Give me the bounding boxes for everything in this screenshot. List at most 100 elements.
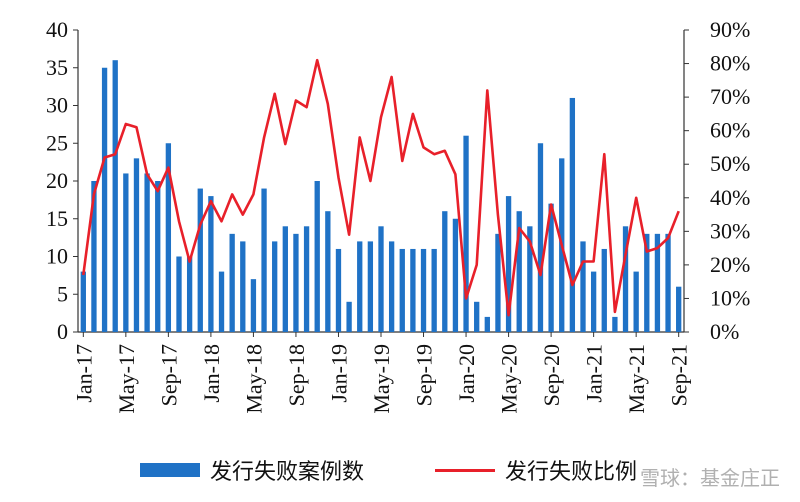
bar-Apr-20 bbox=[495, 233, 501, 332]
bar-Feb-21 bbox=[601, 248, 607, 332]
bar-Dec-19 bbox=[452, 218, 459, 332]
right-tick-label: 10% bbox=[710, 285, 750, 310]
bar-Sep-18 bbox=[293, 233, 299, 332]
right-tick-label: 40% bbox=[710, 185, 750, 210]
bar-Oct-18 bbox=[303, 226, 310, 332]
bars bbox=[80, 60, 682, 332]
bar-Jul-19 bbox=[399, 248, 405, 332]
x-tick-label: May-17 bbox=[114, 344, 139, 414]
left-tick-label: 5 bbox=[57, 281, 68, 306]
right-tick-label: 0% bbox=[710, 319, 739, 344]
x-tick-label: Sep-21 bbox=[667, 344, 692, 406]
bar-May-18 bbox=[250, 279, 257, 332]
line-series bbox=[82, 58, 680, 317]
bar-Jun-18 bbox=[261, 188, 267, 332]
bar-Sep-17 bbox=[165, 143, 172, 332]
left-tick-label: 30 bbox=[46, 93, 68, 118]
bar-Jun-21 bbox=[644, 233, 650, 332]
bar-Jul-18 bbox=[272, 241, 278, 332]
bar-Sep-20 bbox=[548, 203, 554, 332]
bar-Apr-18 bbox=[240, 241, 246, 332]
bar-May-21 bbox=[633, 271, 639, 332]
bar-Aug-19 bbox=[410, 248, 416, 332]
tick-labels: 0 5 10 15 20 25 30 35 40 0% 10% 20% 30% 40% 50% 60% 70% 8… bbox=[46, 17, 750, 414]
x-tick-label: Jan-20 bbox=[454, 344, 479, 403]
bar-Feb-19 bbox=[346, 301, 352, 332]
bar-Mar-17 bbox=[101, 67, 108, 332]
bar-Jan-18 bbox=[208, 196, 214, 332]
bar-Aug-17 bbox=[155, 181, 161, 332]
legend-item-line: 发行失败比例 bbox=[435, 454, 637, 486]
bar-Feb-17 bbox=[91, 181, 97, 332]
x-tick-label: Jan-18 bbox=[199, 344, 224, 403]
bar-Jul-21 bbox=[654, 233, 661, 332]
x-tick-label: Jan-21 bbox=[582, 344, 607, 403]
legend: 发行失败案例数 发行失败比例 bbox=[0, 450, 800, 490]
bar-Apr-21 bbox=[622, 226, 629, 332]
watermark: 雪球：基金庄正 bbox=[640, 466, 780, 490]
left-tick-label: 15 bbox=[46, 206, 68, 231]
bar-Mar-19 bbox=[357, 241, 363, 332]
bar-Dec-17 bbox=[197, 188, 203, 332]
bar-Jun-20 bbox=[516, 211, 522, 332]
bar-Feb-20 bbox=[474, 301, 480, 332]
bar-Oct-19 bbox=[431, 248, 437, 332]
x-tick-label: Jan-17 bbox=[71, 344, 96, 403]
right-tick-label: 90% bbox=[710, 17, 750, 42]
bar-Oct-17 bbox=[176, 256, 182, 332]
ratio-line bbox=[82, 58, 680, 317]
bar-Apr-17 bbox=[112, 60, 118, 332]
right-tick-label: 50% bbox=[710, 151, 750, 176]
legend-bar-swatch bbox=[140, 463, 200, 477]
bar-May-20 bbox=[505, 196, 512, 332]
bar-May-19 bbox=[378, 226, 384, 332]
bar-Aug-21 bbox=[665, 233, 671, 332]
left-tick-label: 10 bbox=[46, 244, 68, 269]
bar-Sep-21 bbox=[676, 286, 682, 332]
x-tick-label: May-20 bbox=[497, 344, 522, 414]
bar-Jul-20 bbox=[527, 226, 533, 332]
x-tick-label: May-19 bbox=[369, 344, 394, 414]
x-tick-label: Sep-17 bbox=[156, 344, 181, 406]
bar-Jun-17 bbox=[133, 158, 140, 332]
x-tick-label: Sep-19 bbox=[412, 344, 437, 406]
bar-Mar-21 bbox=[612, 316, 618, 332]
bar-Nov-20 bbox=[569, 97, 576, 332]
bar-Mar-18 bbox=[229, 233, 235, 332]
legend-bar-label: 发行失败案例数 bbox=[210, 460, 365, 485]
bar-Aug-20 bbox=[537, 143, 544, 332]
bar-Jan-20 bbox=[463, 135, 469, 332]
right-tick-label: 60% bbox=[710, 118, 750, 143]
bar-Nov-18 bbox=[314, 181, 320, 332]
bar-Dec-20 bbox=[580, 241, 586, 332]
bar-Dec-18 bbox=[325, 211, 331, 332]
right-tick-label: 70% bbox=[710, 84, 750, 109]
bar-Jan-17 bbox=[80, 271, 86, 332]
x-tick-label: Jan-19 bbox=[326, 344, 351, 403]
x-tick-label: May-18 bbox=[241, 344, 266, 414]
right-tick-label: 20% bbox=[710, 252, 750, 277]
bar-Nov-17 bbox=[186, 256, 193, 332]
x-tick-label: Sep-20 bbox=[539, 344, 564, 406]
right-tick-label: 30% bbox=[710, 218, 750, 243]
bar-Nov-19 bbox=[442, 211, 448, 332]
left-tick-label: 35 bbox=[46, 55, 68, 80]
left-tick-label: 25 bbox=[46, 130, 68, 155]
left-tick-label: 20 bbox=[46, 168, 68, 193]
bar-Aug-18 bbox=[282, 226, 288, 332]
combo-chart: 0 5 10 15 20 25 30 35 40 0% 10% 20% 30% 40% 50% 60% 70% 8… bbox=[46, 17, 750, 414]
bar-May-17 bbox=[123, 173, 129, 332]
bar-Jan-21 bbox=[590, 271, 597, 332]
legend-item-bar: 发行失败案例数 bbox=[140, 454, 364, 486]
left-tick-label: 0 bbox=[57, 319, 68, 344]
bar-Apr-19 bbox=[367, 241, 374, 332]
bar-Feb-18 bbox=[218, 271, 225, 332]
bar-Mar-20 bbox=[484, 316, 490, 332]
left-tick-label: 40 bbox=[46, 17, 68, 42]
right-tick-label: 80% bbox=[710, 51, 750, 76]
legend-line-label: 发行失败比例 bbox=[505, 460, 638, 485]
bar-Sep-19 bbox=[420, 248, 427, 332]
x-tick-label: Sep-18 bbox=[284, 344, 309, 406]
legend-line-swatch bbox=[435, 468, 495, 472]
bar-Jun-19 bbox=[388, 241, 395, 332]
